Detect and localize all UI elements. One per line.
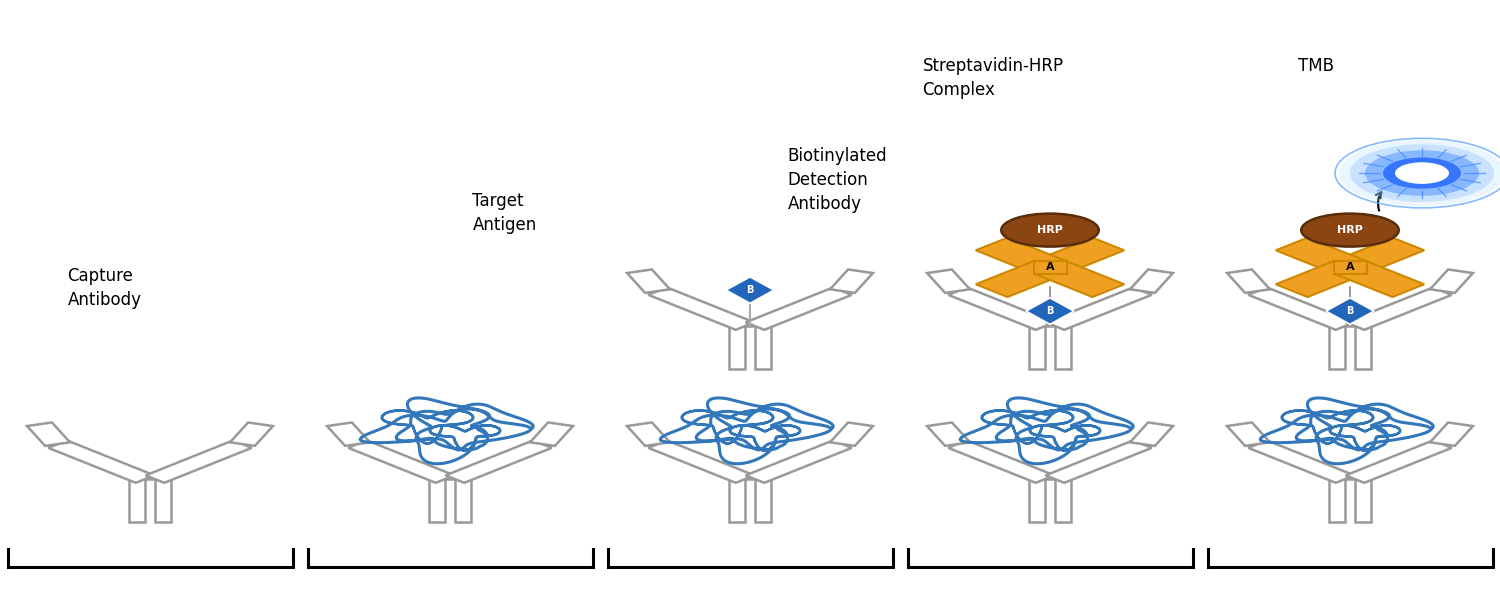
- Polygon shape: [446, 440, 552, 483]
- Polygon shape: [1430, 422, 1473, 446]
- Polygon shape: [1227, 269, 1270, 293]
- Polygon shape: [1334, 261, 1424, 297]
- Bar: [454, 479, 471, 522]
- Polygon shape: [1046, 287, 1152, 330]
- Polygon shape: [1034, 238, 1124, 274]
- Text: Biotinylated
Detection
Antibody: Biotinylated Detection Antibody: [788, 148, 886, 212]
- Polygon shape: [746, 287, 852, 330]
- Bar: [729, 479, 746, 522]
- Polygon shape: [648, 287, 754, 330]
- Ellipse shape: [1002, 214, 1098, 247]
- Bar: [429, 479, 445, 522]
- Text: A: A: [1046, 262, 1054, 272]
- Polygon shape: [627, 269, 670, 293]
- Bar: [1034, 260, 1066, 274]
- Ellipse shape: [1350, 144, 1494, 202]
- Text: A: A: [1346, 262, 1354, 272]
- Bar: [729, 326, 746, 369]
- Polygon shape: [726, 277, 774, 303]
- Polygon shape: [1046, 440, 1152, 483]
- Bar: [1054, 326, 1071, 369]
- Polygon shape: [1276, 261, 1366, 297]
- Polygon shape: [230, 422, 273, 446]
- Polygon shape: [948, 287, 1054, 330]
- Ellipse shape: [1400, 164, 1444, 182]
- Bar: [754, 479, 771, 522]
- Polygon shape: [976, 238, 1066, 274]
- Text: B: B: [1347, 306, 1353, 316]
- Bar: [1354, 326, 1371, 369]
- Polygon shape: [1430, 269, 1473, 293]
- Bar: [1334, 260, 1366, 274]
- Bar: [754, 326, 771, 369]
- Polygon shape: [648, 440, 754, 483]
- Text: HRP: HRP: [1336, 225, 1364, 235]
- Bar: [1029, 326, 1045, 369]
- Polygon shape: [948, 440, 1054, 483]
- Bar: [1054, 479, 1071, 522]
- Bar: [1029, 479, 1045, 522]
- Polygon shape: [1130, 422, 1173, 446]
- Polygon shape: [27, 422, 70, 446]
- Polygon shape: [1326, 298, 1374, 324]
- Polygon shape: [927, 269, 970, 293]
- Polygon shape: [976, 261, 1066, 297]
- Ellipse shape: [1340, 140, 1500, 206]
- Polygon shape: [1248, 440, 1354, 483]
- Bar: [154, 479, 171, 522]
- Text: Target
Antigen: Target Antigen: [472, 192, 537, 234]
- Polygon shape: [1130, 269, 1173, 293]
- Ellipse shape: [1383, 157, 1461, 188]
- Text: Streptavidin-HRP
Complex: Streptavidin-HRP Complex: [922, 57, 1064, 99]
- Polygon shape: [530, 422, 573, 446]
- Polygon shape: [830, 269, 873, 293]
- Polygon shape: [1334, 238, 1424, 274]
- Bar: [129, 479, 146, 522]
- Polygon shape: [1346, 440, 1452, 483]
- Polygon shape: [1248, 287, 1354, 330]
- Ellipse shape: [1300, 214, 1398, 247]
- Text: HRP: HRP: [1036, 225, 1064, 235]
- Polygon shape: [1276, 238, 1366, 274]
- Polygon shape: [627, 422, 670, 446]
- Polygon shape: [830, 422, 873, 446]
- Text: B: B: [1047, 306, 1053, 316]
- Polygon shape: [1227, 422, 1270, 446]
- Polygon shape: [927, 422, 970, 446]
- Bar: [1329, 326, 1346, 369]
- Text: B: B: [747, 285, 753, 295]
- Text: TMB: TMB: [1298, 57, 1334, 75]
- Polygon shape: [327, 422, 370, 446]
- Polygon shape: [348, 440, 454, 483]
- Polygon shape: [1034, 261, 1124, 297]
- Polygon shape: [1026, 298, 1074, 324]
- Text: Capture
Antibody: Capture Antibody: [68, 267, 141, 309]
- Polygon shape: [48, 440, 154, 483]
- Polygon shape: [146, 440, 252, 483]
- Ellipse shape: [1395, 162, 1449, 184]
- Polygon shape: [1346, 287, 1452, 330]
- Bar: [1354, 479, 1371, 522]
- Polygon shape: [746, 440, 852, 483]
- Bar: [1329, 479, 1346, 522]
- Ellipse shape: [1365, 150, 1479, 196]
